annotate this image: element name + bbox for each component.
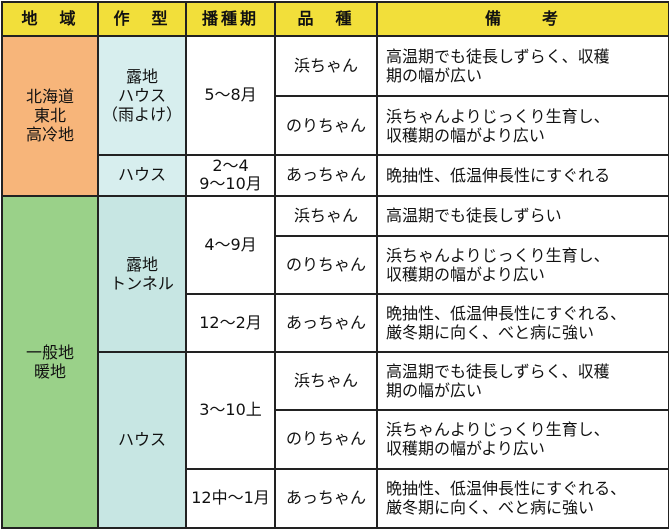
header-row: 地 域 作 型 播種期 品 種 備 考 [1,1,669,37]
variety-cell: のりちゃん [274,95,378,156]
sowing-cell: 3～10上 [185,350,276,470]
note-line: 期の幅が広い [386,66,483,86]
note-cell: 高温期でも徒長しずらく、収穫 期の幅が広い [376,350,669,412]
sowing-line: 2～4 [212,156,249,176]
note-cell: 浜ちゃんよりじっくり生育し、 収穫期の幅がより広い [376,95,669,156]
note-line: 厳冬期に向く、べと病に強い [386,322,595,342]
table-row: ハウス 3～10上 浜ちゃん 高温期でも徒長しずらく、収穫 期の幅が広い [2,350,669,530]
region-cell-north: 北海道 東北 高冷地 [1,35,99,197]
note-line: 浜ちゃんよりじっくり生育し、 [386,246,610,266]
sowing-cell: 4～9月 [185,194,276,296]
cropping-line: （雨よけ） [101,104,182,124]
region-north-line: 東北 [33,106,66,126]
table-row: ハウス 2～4 9～10月 あっちゃん 晩抽性、低温伸長性にすぐれる [2,153,669,197]
cropping-cell-house: ハウス [97,350,187,530]
region-cell-general: 一般地 暖地 [1,194,99,530]
note-line: 晩抽性、低温伸長性にすぐれる、 [386,479,627,499]
sowing-cell: 12中～1月 [185,467,276,530]
variety-cell: あっちゃん [274,467,378,530]
cropping-cell-open-house: 露地 ハウス （雨よけ） [97,35,187,156]
table-row: 一般地 暖地 露地 トンネル 4～9月 浜ちゃん 高温期でも徒長しずらい [1,194,669,530]
region-general-line: 一般地 [25,342,74,362]
note-line: 高温期でも徒長しずらく、収穫 [386,47,610,67]
header-cropping-type: 作 型 [97,1,187,37]
table-row: 12～2月 あっちゃん 晩抽性、低温伸長性にすぐれる、 厳冬期に向く、べと病に強… [2,293,669,353]
variety-cell: あっちゃん [274,293,378,353]
table-row: 12中～1月 あっちゃん 晩抽性、低温伸長性にすぐれる、 厳冬期に向く、べと病に… [2,467,669,530]
variety-cell: 浜ちゃん [274,350,378,412]
note-line: 収穫期の幅がより広い [386,439,545,459]
sowing-line: 9～10月 [199,174,262,194]
note-line: 浜ちゃんよりじっくり生育し、 [386,420,610,440]
note-cell: 晩抽性、低温伸長性にすぐれる [376,153,669,197]
cropping-line: ハウス [117,85,166,105]
note-cell: 晩抽性、低温伸長性にすぐれる、 厳冬期に向く、べと病に強い [376,467,669,530]
note-line: 期の幅が広い [386,380,483,400]
variety-cell: あっちゃん [274,153,378,197]
sowing-cell: 12～2月 [185,293,276,353]
cropping-line: 露地 [125,254,158,274]
note-line: 高温期でも徒長しずらい [386,206,562,226]
cropping-line: トンネル [110,273,174,293]
header-region: 地 域 [1,1,99,37]
header-notes: 備 考 [376,1,669,37]
note-line: 厳冬期に向く、べと病に強い [386,498,595,518]
sowing-cell: 2～4 9～10月 [185,153,276,197]
variety-cell: のりちゃん [274,234,378,296]
region-north-line: 高冷地 [25,125,74,145]
note-cell: 浜ちゃんよりじっくり生育し、 収穫期の幅がより広い [376,409,669,470]
table-row: のりちゃん 浜ちゃんよりじっくり生育し、 収穫期の幅がより広い [2,409,669,470]
note-line: 晩抽性、低温伸長性にすぐれる [386,165,611,185]
note-line: 浜ちゃんよりじっくり生育し、 [386,106,610,126]
cropping-cell-open-tunnel: 露地 トンネル [97,194,187,353]
table-row: 北海道 東北 高冷地 露地 ハウス （雨よけ） 5～8月 浜ちゃん 高温期でも徒… [1,34,669,197]
note-cell: 晩抽性、低温伸長性にすぐれる、 厳冬期に向く、べと病に強い [376,293,669,353]
variety-cell: 浜ちゃん [274,34,378,98]
sowing-cell: 5～8月 [185,35,276,156]
table-row: のりちゃん 浜ちゃんよりじっくり生育し、 収穫期の幅がより広い [2,95,669,156]
region-general-line: 暖地 [33,361,66,381]
variety-cell: のりちゃん [274,409,378,470]
header-variety: 品 種 [274,1,378,37]
table-row: のりちゃん 浜ちゃんよりじっくり生育し、 収穫期の幅がより広い [2,234,669,296]
note-line: 晩抽性、低温伸長性にすぐれる、 [386,303,627,323]
note-cell: 高温期でも徒長しずらい [376,194,669,237]
variety-cell: 浜ちゃん [274,194,378,237]
note-line: 収穫期の幅がより広い [386,265,545,285]
note-line: 高温期でも徒長しずらく、収穫 [386,361,610,381]
header-sowing-period: 播種期 [185,1,276,37]
cropping-cell-house: ハウス [97,153,187,197]
region-north-line: 北海道 [25,87,74,107]
note-cell: 浜ちゃんよりじっくり生育し、 収穫期の幅がより広い [376,234,669,296]
cropping-line: 露地 [125,66,158,86]
note-cell: 高温期でも徒長しずらく、収穫 期の幅が広い [376,34,669,98]
note-line: 収穫期の幅がより広い [386,125,545,145]
